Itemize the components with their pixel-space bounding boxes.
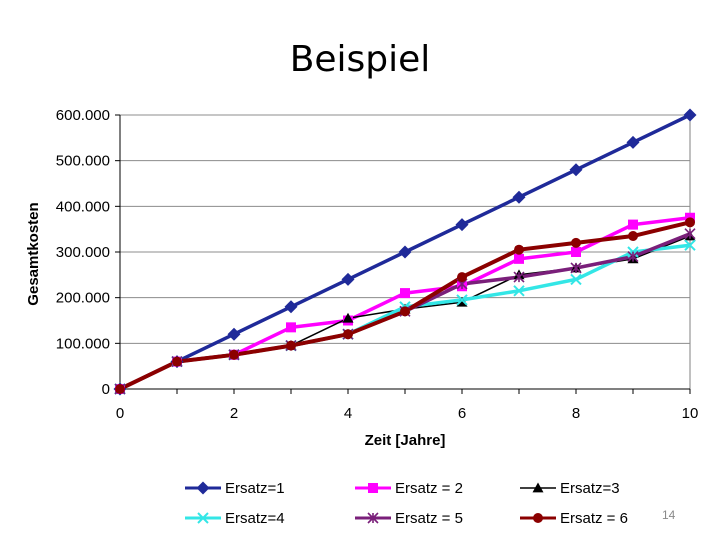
data-point-series-4 [513, 285, 525, 297]
data-point-series-6 [628, 231, 638, 242]
x-axis-label: Zeit [Jahre] [365, 432, 446, 449]
data-point-series-4 [684, 239, 696, 251]
legend: Ersatz=1 Ersatz = 2 Ersatz=3 Ersatz=4 Ersatz… [185, 480, 628, 527]
legend-swatch-marker [197, 512, 209, 524]
data-point-series-1 [341, 272, 355, 286]
data-point-series-1 [227, 327, 241, 341]
data-point-series-1 [569, 163, 583, 177]
legend-label: Ersatz=3 [560, 480, 620, 497]
x-tick-label: 10 [682, 405, 699, 422]
data-point-series-2 [286, 322, 296, 333]
data-point-series-6 [172, 356, 182, 367]
data-point-series-2 [514, 253, 524, 264]
y-tick-label: 500.000 [56, 153, 110, 170]
x-tick-label: 2 [230, 405, 238, 422]
legend-item: Ersatz=1 [185, 480, 285, 497]
data-point-series-3 [342, 312, 354, 323]
legend-item: Ersatz = 6 [520, 510, 628, 527]
legend-swatch-marker [368, 483, 378, 493]
y-tick-label: 200.000 [56, 290, 110, 307]
y-tick-label: 100.000 [56, 335, 110, 352]
legend-swatch-marker [196, 481, 210, 495]
slide-title: Beispiel [289, 39, 431, 80]
legend-label: Ersatz = 5 [395, 510, 463, 527]
data-point-series-2 [400, 288, 410, 299]
data-point-series-5 [684, 228, 696, 240]
data-point-series-4 [456, 294, 468, 306]
y-tick-label: 600.000 [56, 107, 110, 124]
legend-label: Ersatz = 2 [395, 480, 463, 497]
legend-label: Ersatz=1 [225, 480, 285, 497]
legend-label: Ersatz = 6 [560, 510, 628, 527]
data-point-series-6 [229, 349, 239, 360]
y-axis-label: Gesamtkosten [25, 202, 42, 305]
legend-swatch-marker [533, 513, 543, 523]
data-point-series-1 [284, 300, 298, 314]
legend-swatch-marker [532, 482, 544, 493]
data-point-series-6 [400, 306, 410, 317]
data-point-series-5 [627, 251, 639, 263]
x-tick-label: 8 [572, 405, 580, 422]
x-tick-label: 0 [116, 405, 124, 422]
data-point-series-6 [115, 384, 125, 394]
data-point-series-1 [398, 245, 412, 259]
data-point-series-1 [683, 108, 697, 122]
legend-item: Ersatz = 2 [355, 480, 463, 497]
y-tick-label: 300.000 [56, 244, 110, 261]
y-tick-label: 0 [102, 381, 110, 398]
data-point-series-6 [685, 217, 695, 228]
data-point-series-6 [457, 272, 467, 283]
data-point-series-2 [571, 247, 581, 257]
legend-label: Ersatz=4 [225, 510, 285, 527]
data-point-series-3 [456, 296, 468, 307]
legend-item: Ersatz=3 [520, 480, 620, 497]
data-point-series-1 [626, 135, 640, 149]
x-tick-label: 6 [458, 405, 466, 422]
data-point-series-6 [343, 329, 353, 340]
data-point-series-4 [570, 273, 582, 286]
legend-item: Ersatz=4 [185, 510, 285, 527]
data-point-series-5 [513, 271, 525, 283]
legend-swatch-marker [367, 512, 379, 524]
data-point-series-1 [455, 218, 469, 232]
data-point-series-6 [286, 340, 296, 351]
data-point-series-6 [571, 237, 581, 248]
data-point-series-5 [570, 262, 582, 274]
data-point-series-1 [512, 190, 526, 204]
legend-item: Ersatz = 5 [355, 510, 463, 527]
page-number: 14 [662, 508, 676, 522]
data-point-series-2 [628, 219, 638, 230]
y-tick-label: 400.000 [56, 198, 110, 215]
x-tick-label: 4 [344, 405, 352, 422]
data-point-series-6 [514, 244, 524, 255]
